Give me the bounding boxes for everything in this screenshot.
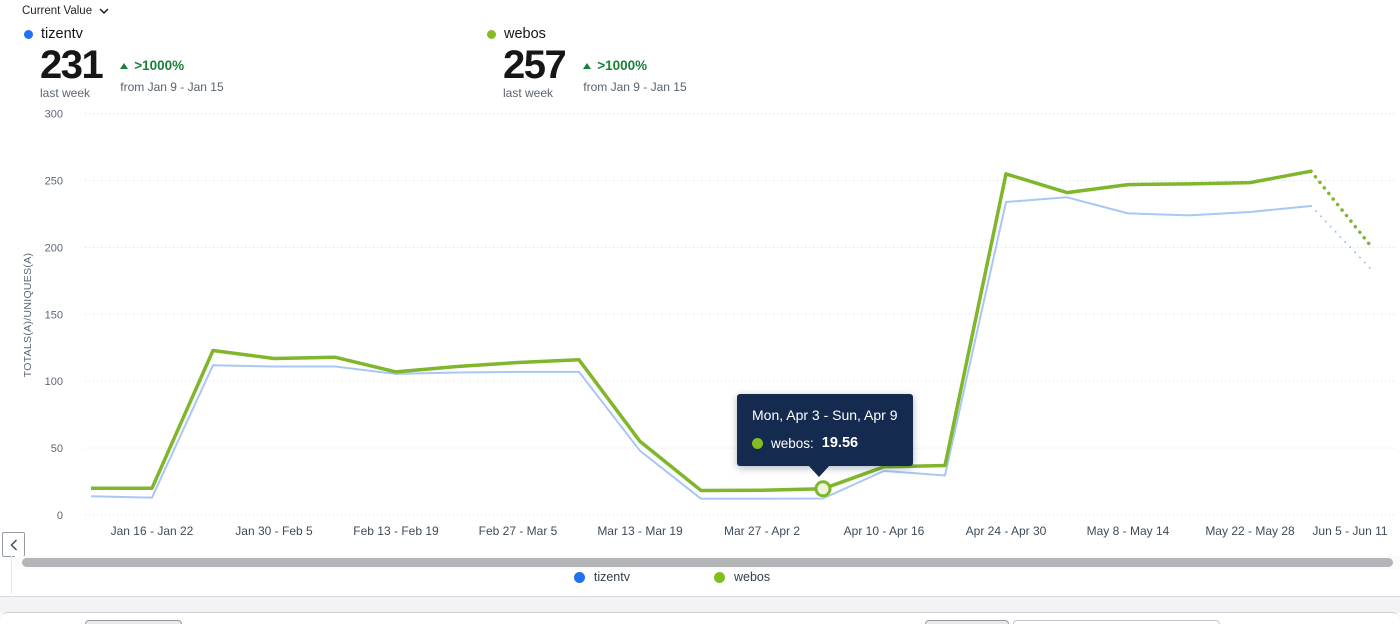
svg-text:Jun 5 - Jun 11: Jun 5 - Jun 11 [1312, 524, 1387, 538]
metric-compare-period: from Jan 9 - Jan 15 [120, 80, 224, 94]
svg-text:150: 150 [45, 309, 63, 321]
horizontal-scrollbar-thumb[interactable] [22, 558, 1393, 567]
metric-change-block: >1000% from Jan 9 - Jan 15 [583, 45, 687, 100]
increase-arrow-icon [583, 62, 592, 69]
legend-label: tizentv [593, 570, 630, 584]
svg-text:0: 0 [57, 510, 63, 522]
tooltip-value: 19.56 [821, 435, 859, 451]
partial-button-middle[interactable] [925, 620, 1009, 624]
metric-selector-dropdown[interactable]: Current Value [22, 5, 109, 17]
increase-arrow-icon [120, 62, 129, 69]
metric-change: >1000% [583, 58, 686, 73]
scroll-back-button[interactable] [2, 532, 25, 557]
metric-value: 257 [503, 43, 567, 87]
webos-projection-line [1309, 169, 1374, 250]
metric-change-block: >1000% from Jan 9 - Jan 15 [120, 45, 224, 100]
webos-line [91, 169, 1312, 493]
legend-label: webos [734, 570, 771, 584]
chart-tooltip: Mon, Apr 3 - Sun, Apr 9 webos: 19.56 [737, 394, 913, 477]
chart-legend: tizentv webos [0, 570, 1372, 584]
metric-card-tizentv: tizentv 231 last week >1000% from Jan 9 … [24, 26, 224, 100]
series-name: tizentv [41, 26, 83, 42]
tizentv-line [90, 196, 1312, 500]
series-dot-icon [487, 29, 496, 39]
metric-period: last week [40, 86, 91, 100]
legend-dot-icon [714, 571, 725, 583]
svg-text:Jan 30 - Feb 5: Jan 30 - Feb 5 [235, 524, 313, 538]
metric-value-block: 231 last week [40, 43, 104, 100]
metric-card-webos: webos 257 last week >1000% from Jan 9 - … [487, 26, 687, 100]
svg-text:Mar 13 - Mar 19: Mar 13 - Mar 19 [597, 524, 683, 538]
metric-selector-label: Current Value [22, 5, 93, 17]
tizentv-projection-line [1310, 205, 1373, 272]
horizontal-scrollbar-track[interactable] [15, 556, 1400, 569]
metric-change-value: >1000% [597, 58, 648, 73]
metric-period: last week [503, 86, 554, 100]
vertical-divider [11, 556, 12, 594]
metric-header: webos [487, 26, 687, 42]
svg-text:250: 250 [45, 176, 63, 188]
legend-item-tizentv[interactable]: tizentv [573, 570, 630, 584]
tooltip-series-row: webos: 19.56 [752, 435, 898, 451]
svg-text:50: 50 [51, 443, 63, 455]
panel-divider-band [0, 596, 1400, 613]
series-name: webos [504, 26, 546, 42]
tooltip-date-range: Mon, Apr 3 - Sun, Apr 9 [752, 407, 898, 423]
svg-text:100: 100 [45, 376, 63, 388]
partial-input-right[interactable] [1013, 620, 1220, 624]
svg-text:Feb 27 - Mar 5: Feb 27 - Mar 5 [479, 524, 558, 538]
svg-text:200: 200 [45, 243, 63, 255]
svg-text:May 22 - May 28: May 22 - May 28 [1205, 524, 1295, 538]
series-dot-icon [24, 29, 33, 39]
metric-value-block: 257 last week [503, 43, 567, 100]
metric-header: tizentv [24, 26, 224, 42]
svg-text:Jan 16 - Jan 22: Jan 16 - Jan 22 [111, 524, 194, 538]
svg-text:Mar 27 - Apr 2: Mar 27 - Apr 2 [724, 524, 800, 538]
metric-change-value: >1000% [134, 58, 185, 73]
series-dot-icon [752, 437, 763, 449]
chevron-down-icon [99, 8, 109, 14]
line-chart[interactable]: 300 250 200 150 100 50 0 TOTALS(A)/UNIQUES(A) Ja… [0, 0, 1400, 550]
svg-text:Apr 10 - Apr 16: Apr 10 - Apr 16 [844, 524, 925, 538]
metric-compare-period: from Jan 9 - Jan 15 [583, 80, 687, 94]
metric-body: 231 last week >1000% from Jan 9 - Jan 15 [40, 45, 224, 100]
svg-text:Feb 13 - Feb 19: Feb 13 - Feb 19 [353, 524, 439, 538]
metric-change: >1000% [120, 58, 223, 73]
tooltip-series-label: webos: [771, 435, 814, 451]
metric-body: 257 last week >1000% from Jan 9 - Jan 15 [503, 45, 687, 100]
svg-text:Apr 24 - Apr 30: Apr 24 - Apr 30 [966, 524, 1047, 538]
highlighted-point [814, 480, 832, 498]
legend-dot-icon [573, 571, 585, 583]
svg-text:300: 300 [45, 109, 63, 121]
chevron-left-icon [9, 538, 17, 551]
svg-text:May 8 - May 14: May 8 - May 14 [1087, 524, 1170, 538]
metric-value: 231 [40, 43, 104, 87]
svg-text:TOTALS(A)/UNIQUES(A): TOTALS(A)/UNIQUES(A) [22, 253, 34, 378]
legend-item-webos[interactable]: webos [714, 570, 770, 584]
partial-button-left[interactable] [85, 620, 182, 624]
